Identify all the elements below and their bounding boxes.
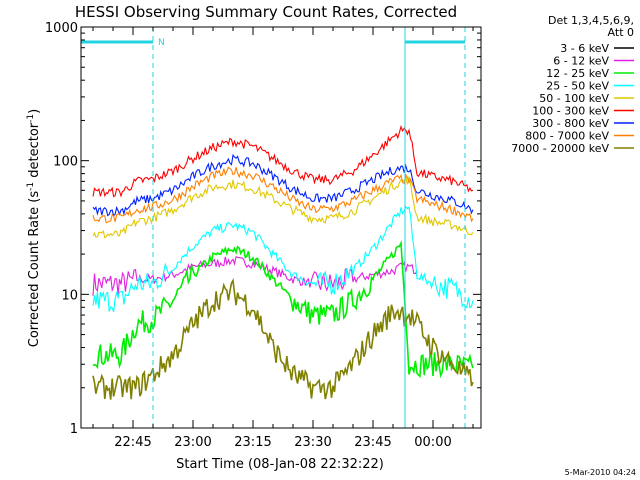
axes: 1 10 100 1000 22:45 23:00 23:15 23:30 23:45 00:00 <box>45 21 482 450</box>
series-line-6 <box>92 124 474 198</box>
legend-label-6: 100 - 300 keV <box>532 105 609 118</box>
legend-label-5: 50 - 100 keV <box>539 92 609 105</box>
y-tick-label-1000: 1000 <box>45 21 78 36</box>
legend-label-3: 12 - 25 keV <box>546 67 609 80</box>
plot-frame <box>80 26 482 429</box>
chart-title: HESSI Observing Summary Count Rates, Cor… <box>75 3 457 21</box>
legend-label-8: 800 - 7000 keV <box>525 130 609 143</box>
series-line-2 <box>92 256 418 296</box>
legend-label-9: 7000 - 20000 keV <box>511 142 609 155</box>
legend-label-1: 3 - 6 keV <box>560 42 609 55</box>
x-tick-label-2345: 23:45 <box>354 435 391 450</box>
x-tick-label-2300: 23:00 <box>174 435 211 450</box>
legend-header-line-2: Att 0 <box>608 26 634 39</box>
legend-header-line-1: Det 1,3,4,5,6,9, <box>548 14 634 27</box>
x-tick-label-2330: 23:30 <box>294 435 331 450</box>
series-line-3 <box>92 240 474 379</box>
series-line-8 <box>92 166 474 224</box>
y-tick-label-100: 100 <box>53 155 78 170</box>
x-tick-label-2245: 22:45 <box>114 435 151 450</box>
series-line-7 <box>92 153 474 217</box>
y-tick-label-1: 1 <box>70 422 78 437</box>
series-line-9 <box>92 277 474 400</box>
legend-label-7: 300 - 800 keV <box>532 117 609 130</box>
x-axis-label: Start Time (08-Jan-08 22:32:22) <box>176 457 384 472</box>
legend-label-4: 25 - 50 keV <box>546 80 609 93</box>
x-tick-label-2315: 23:15 <box>234 435 271 450</box>
night-annotation-N: N <box>158 38 165 48</box>
y-axis-label: Corrected Count Rate (s-1 detector-1) <box>26 109 42 347</box>
legend-label-2: 6 - 12 keV <box>553 55 609 68</box>
series-line-4 <box>92 205 474 313</box>
y-tick-label-10: 10 <box>61 288 78 303</box>
plot-area: N <box>81 27 474 428</box>
timestamp-label: 5-Mar-2010 04:24 <box>565 468 636 477</box>
x-tick-label-0000: 00:00 <box>414 435 451 450</box>
